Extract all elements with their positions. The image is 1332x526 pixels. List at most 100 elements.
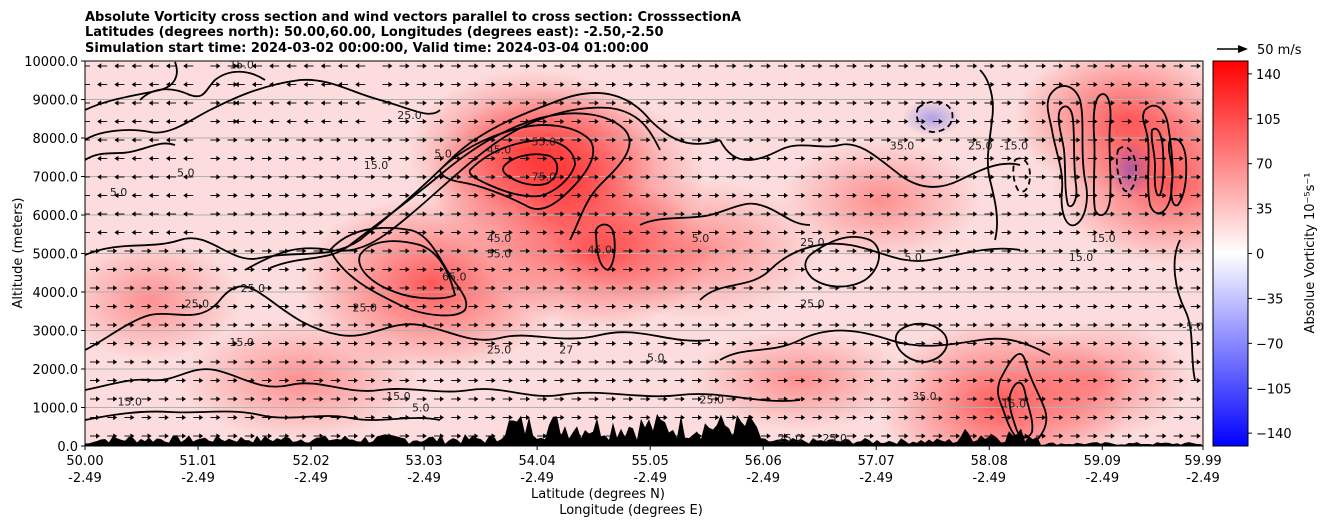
- wind-vector-head: [148, 63, 153, 69]
- wind-vector-head: [1180, 452, 1184, 457]
- wind-vector-head: [801, 137, 806, 143]
- wind-vector-head: [663, 433, 668, 439]
- wind-vector-head: [680, 285, 685, 291]
- wind-vector-head: [1059, 433, 1064, 439]
- wind-vector-head: [440, 63, 444, 69]
- wind-vector-head: [491, 433, 496, 439]
- wind-vector-head: [560, 81, 565, 88]
- wind-vector-head: [216, 118, 221, 125]
- wind-vector-head: [182, 359, 186, 365]
- contour-label: 15.0: [118, 396, 143, 409]
- wind-vector-head: [405, 377, 410, 384]
- wind-vector-head: [233, 174, 238, 180]
- wind-vector-head: [1162, 303, 1167, 310]
- wind-vector-head: [1076, 452, 1080, 457]
- wind-vector-head: [543, 211, 548, 217]
- wind-vector-head: [114, 118, 119, 125]
- wind-vector-head: [1093, 174, 1098, 180]
- contour-line: [699, 242, 1021, 301]
- wind-vector-head: [784, 452, 788, 457]
- wind-vector-head: [491, 63, 496, 69]
- colorbar-tick-label: 0: [1256, 248, 1264, 263]
- wind-vector-head: [560, 322, 565, 328]
- wind-vector-head: [715, 100, 720, 106]
- wind-vector-head: [474, 340, 479, 347]
- wind-vector-head: [371, 229, 376, 236]
- wind-vector-head: [1093, 396, 1098, 402]
- wind-vector-head: [921, 63, 926, 69]
- wind-vector-head: [560, 174, 565, 180]
- wind-vector-head: [1162, 266, 1167, 273]
- wind-vector-head: [801, 359, 806, 365]
- wind-vector-head: [131, 192, 136, 199]
- wind-vector-head: [663, 396, 668, 402]
- wind-vector-head: [784, 377, 788, 384]
- wind-vector-head: [1110, 192, 1115, 199]
- wind-vector-head: [646, 211, 651, 217]
- wind-vector-head: [165, 452, 169, 457]
- wind-vector-head: [543, 192, 548, 199]
- wind-vector-head: [646, 174, 651, 180]
- wind-vector-head: [938, 100, 943, 106]
- wind-vector-head: [818, 81, 823, 88]
- wind-vector-head: [80, 82, 84, 87]
- x-tick-label-latitude: 53.03: [405, 454, 442, 469]
- wind-vector-head: [956, 377, 960, 384]
- wind-vector-head: [216, 377, 221, 384]
- wind-vector-head: [663, 248, 668, 254]
- wind-vector-head: [250, 229, 255, 236]
- wind-vector-head: [887, 340, 892, 347]
- wind-vector-head: [818, 211, 823, 217]
- contour-label: 25.0: [800, 236, 825, 249]
- wind-vector-head: [1093, 63, 1098, 69]
- wind-vector-head: [182, 266, 186, 273]
- wind-vector-head: [663, 192, 668, 199]
- wind-vector-head: [560, 211, 565, 217]
- wind-vector-head: [1162, 155, 1167, 162]
- wind-vector-head: [577, 377, 582, 384]
- wind-vector-head: [612, 285, 616, 291]
- wind-vector-head: [474, 229, 479, 236]
- wind-vector-head: [560, 377, 565, 384]
- wind-vector-head: [938, 377, 943, 384]
- wind-vector-head: [663, 100, 668, 106]
- wind-vector-head: [302, 414, 307, 421]
- wind-vector-head: [594, 433, 599, 439]
- wind-vector-head: [371, 174, 376, 180]
- wind-vector-head: [183, 100, 188, 106]
- wind-vector-head: [612, 100, 616, 106]
- wind-vector-head: [938, 81, 943, 88]
- wind-vector-head: [319, 211, 324, 217]
- wind-vector-head: [1076, 433, 1081, 439]
- wind-vector-head: [183, 118, 188, 125]
- wind-vector-head: [130, 303, 135, 310]
- wind-vector-head: [577, 433, 582, 439]
- wind-vector-head: [956, 211, 960, 217]
- wind-vector-head: [1042, 248, 1046, 254]
- colorbar-gradient: [1212, 60, 1249, 447]
- wind-vector-head: [182, 377, 186, 384]
- contour-label: 5.0: [110, 186, 128, 199]
- wind-vector-head: [870, 155, 874, 162]
- wind-vector-head: [388, 211, 393, 217]
- wind-vector-head: [938, 229, 943, 236]
- wind-vector-head: [973, 340, 978, 347]
- wind-vector-head: [166, 192, 170, 199]
- wind-vector-head: [388, 229, 393, 236]
- wind-vector-head: [1007, 100, 1012, 106]
- wind-vector-head: [543, 174, 548, 180]
- wind-vector-head: [1196, 285, 1201, 291]
- wind-vector-head: [269, 118, 274, 125]
- wind-vector-head: [233, 414, 238, 421]
- wind-vector-head: [835, 137, 840, 143]
- wind-vector-head: [904, 285, 909, 291]
- contour-label: -5.0: [1182, 321, 1203, 334]
- wind-vector-head: [577, 155, 582, 162]
- wind-vector-head: [818, 174, 823, 180]
- wind-vector-head: [921, 414, 926, 421]
- wind-vector-head: [285, 192, 290, 199]
- wind-vector-head: [336, 192, 341, 199]
- wind-vector-head: [491, 266, 496, 273]
- wind-vector-head: [680, 155, 685, 162]
- wind-vector-head: [474, 266, 479, 273]
